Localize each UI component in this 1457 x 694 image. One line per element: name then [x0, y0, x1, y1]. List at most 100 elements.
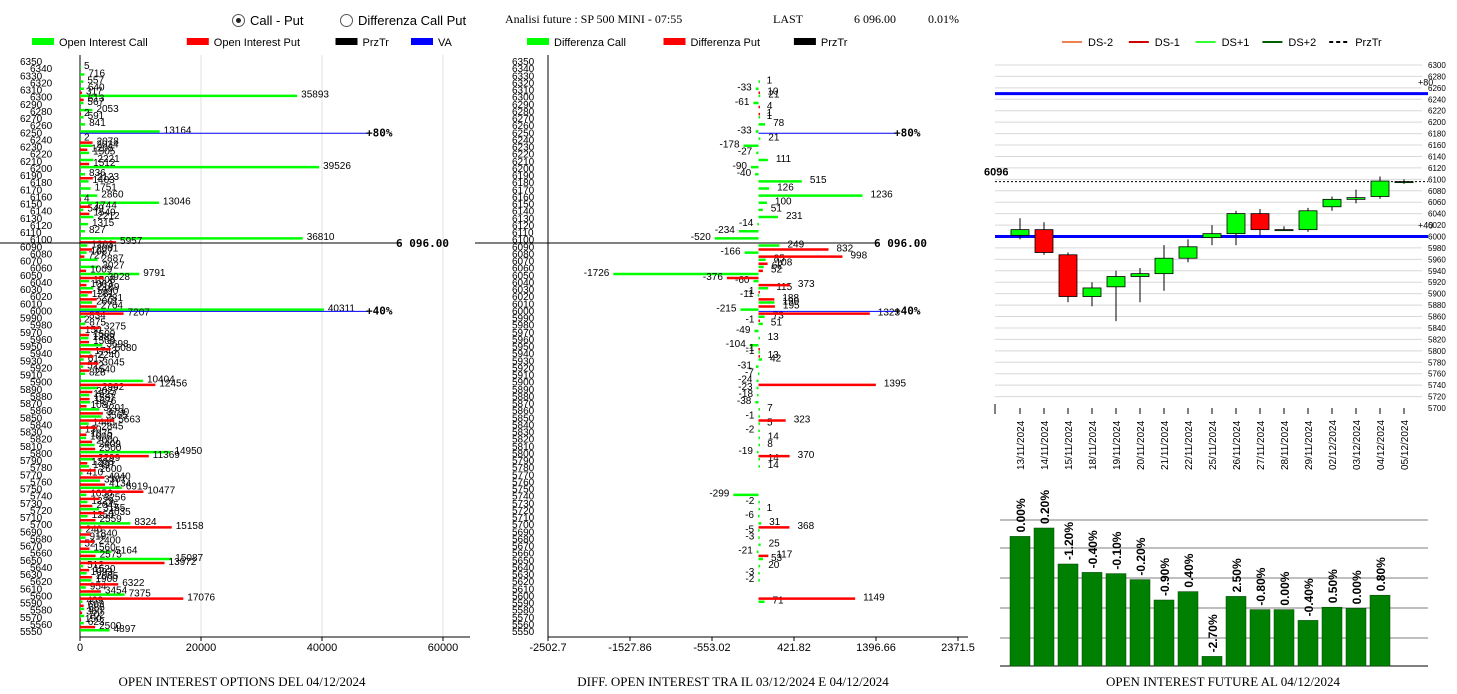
page-title: Analisi future : SP 500 MINI - 07:55 [505, 12, 683, 26]
diff-bar [758, 287, 769, 290]
strike-tick-label: 5990 [512, 314, 535, 325]
strike-tick-label: 5550 [512, 627, 535, 638]
diff-bar [756, 550, 759, 554]
strike-tick-label: 5690 [20, 527, 43, 538]
diff-bar [758, 526, 790, 529]
oi-bar [80, 348, 111, 351]
diff-bar [758, 322, 763, 326]
strike-tick-label: 5920 [512, 363, 535, 374]
strike-tick-label: 5970 [20, 328, 43, 339]
oi-value-label: 603 [88, 600, 105, 611]
y-tick-label-3: 5760 [1428, 370, 1446, 379]
y-tick-label-3: 6240 [1428, 95, 1446, 104]
oi-value-label: 8324 [134, 517, 157, 528]
top-bar: Call - Put Differenza Call Put Analisi f… [0, 0, 1457, 32]
oi-value-label: 3790 [107, 407, 130, 418]
oi-bar [80, 151, 90, 155]
diff-value-label: 25 [769, 539, 781, 550]
diff-bar [758, 312, 870, 315]
y-tick-label-3: 5820 [1428, 335, 1446, 344]
strike-tick-label: 6020 [512, 292, 535, 303]
strike-tick-label: 6070 [20, 257, 43, 268]
diff-bar [758, 180, 802, 183]
date-label: 03/12/2024 [1352, 420, 1363, 470]
oi-value-label: 702 [88, 610, 105, 621]
oi-bar [80, 344, 103, 347]
oi-bar [80, 187, 91, 190]
strike-tick-label: 6130 [20, 214, 43, 225]
legend2-swatch [663, 38, 686, 45]
diff-value-label: 231 [786, 211, 803, 222]
y-tick-label-3: 5960 [1428, 255, 1446, 264]
strike-tick-label: 5630 [20, 570, 43, 581]
future-oi-label: 0.80% [1374, 557, 1388, 591]
strike-tick-label: 5710 [512, 513, 535, 524]
strike-tick-label: 5730 [20, 499, 43, 510]
diff-value-label: 52 [771, 265, 783, 276]
diff-bar [758, 262, 768, 265]
oi-bar [80, 500, 88, 504]
strike-tick-label: 5640 [30, 563, 53, 574]
oi-value-label: 827 [89, 225, 106, 236]
strike-tick-label: 5700 [30, 520, 53, 531]
diff-value-label: 7 [767, 403, 773, 414]
oi-bar [80, 137, 81, 140]
radio-call-put[interactable]: Call - Put [232, 13, 303, 28]
legend3-label: DS-2 [1088, 37, 1113, 49]
future-oi-bar [1057, 563, 1079, 667]
date-label: 20/11/2024 [1136, 420, 1147, 470]
radio-differenza[interactable]: Differenza Call Put [340, 13, 466, 28]
oi-bar [80, 383, 156, 387]
date-label: 21/11/2024 [1160, 420, 1171, 470]
oi-bar [80, 504, 93, 508]
strike-tick-label: 6230 [512, 143, 535, 154]
strike-tick-label: 6230 [20, 143, 43, 154]
oi-value-label: 1281 [92, 289, 115, 300]
diff-value-label: -2 [745, 425, 754, 436]
oi-bar [80, 493, 87, 497]
oi-bar [80, 351, 91, 354]
candle-body [1154, 257, 1174, 275]
oi-value-label: 2845 [101, 421, 124, 432]
strike-tick-label: 5880 [30, 392, 53, 403]
strike-tick-label: 6170 [512, 185, 535, 196]
strike-tick-label: 6020 [30, 292, 53, 303]
diff-value-label: 1 [767, 111, 773, 122]
diff-value-label: -31 [737, 360, 752, 371]
oi-value-label: 13164 [164, 125, 192, 136]
oi-bar [80, 116, 84, 119]
diff-value-label: -5 [745, 524, 754, 535]
oi-bar [80, 369, 90, 372]
oi-value-label: 3307 [104, 474, 127, 485]
price-label-2: 6 096.00 [874, 237, 927, 250]
strike-tick-label: 6290 [20, 100, 43, 111]
va-80-label-2: +80% [894, 126, 921, 139]
oi-value-label: 2559 [99, 514, 122, 525]
candle-body [1178, 246, 1198, 259]
diff-value-label: 111 [776, 154, 792, 165]
strike-tick-label: 6110 [512, 228, 534, 239]
legend2-swatch [793, 38, 816, 45]
strike-tick-label: 6130 [512, 214, 535, 225]
oi-bar [80, 255, 85, 258]
strike-tick-label: 5880 [512, 392, 535, 403]
strike-tick-label: 6040 [30, 278, 53, 289]
diff-bar [758, 543, 761, 546]
legend1-label: PrzTr [363, 37, 390, 49]
diff-value-label: 108 [776, 258, 793, 269]
strike-tick-label: 5950 [512, 342, 535, 353]
y-tick-label-3: 5840 [1428, 324, 1446, 333]
diff-value-label: -40 [737, 168, 752, 179]
oi-value-label: 130 [85, 425, 102, 436]
strike-tick-label: 5760 [512, 477, 535, 488]
legend3-label: DS-1 [1155, 37, 1180, 49]
oi-bar [80, 450, 171, 454]
diff-bar [758, 255, 843, 258]
diff-bar [758, 529, 760, 532]
candle-body [1034, 229, 1054, 253]
oi-bar [80, 497, 100, 501]
oi-value-label: 39526 [323, 161, 351, 172]
oi-value-label: 7207 [128, 307, 151, 318]
diff-value-label: -1 [746, 346, 755, 357]
strike-tick-label: 6270 [20, 114, 43, 125]
